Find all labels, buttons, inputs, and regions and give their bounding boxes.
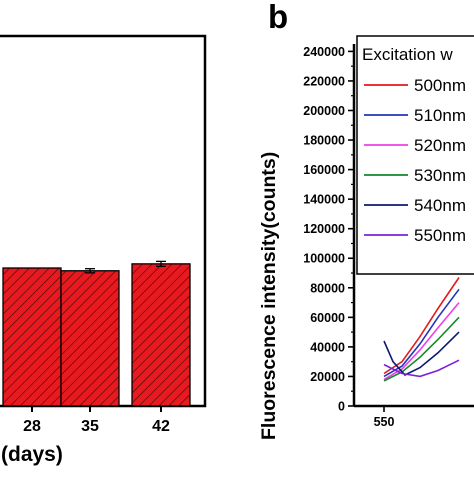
y-tick-label-240000: 240000 bbox=[303, 45, 345, 59]
series-line-530nm bbox=[383, 316, 460, 382]
series-line-510nm bbox=[383, 288, 460, 378]
y-tick-label-100000: 100000 bbox=[303, 252, 345, 266]
panel-b-label: b bbox=[268, 0, 288, 35]
bar-28 bbox=[2, 267, 62, 407]
y-tick-label-0: 0 bbox=[338, 400, 345, 414]
y-tick-label-40000: 40000 bbox=[310, 340, 345, 354]
y-tick-label-20000: 20000 bbox=[310, 370, 345, 384]
y-tick-label-160000: 160000 bbox=[303, 163, 345, 177]
y-tick-label-220000: 220000 bbox=[303, 74, 345, 88]
series-line-500nm bbox=[383, 277, 460, 375]
legend-label-500nm: 500nm bbox=[414, 76, 466, 95]
legend-label-510nm: 510nm bbox=[414, 106, 466, 125]
x-tick-label-28: 28 bbox=[23, 418, 41, 435]
y-tick-label-140000: 140000 bbox=[303, 193, 345, 207]
y-tick-label-120000: 120000 bbox=[303, 222, 345, 236]
x-tick-label-35: 35 bbox=[81, 418, 99, 435]
bar-42 bbox=[131, 263, 191, 407]
series-line-520nm bbox=[383, 302, 460, 381]
bar-35 bbox=[60, 270, 120, 407]
y-tick-label-180000: 180000 bbox=[303, 134, 345, 148]
legend-label-550nm: 550nm bbox=[414, 226, 466, 245]
series-line-540nm bbox=[383, 331, 460, 376]
y-tick-label-200000: 200000 bbox=[303, 104, 345, 118]
panel-b-series bbox=[383, 277, 460, 382]
x-tick-label-42: 42 bbox=[152, 418, 170, 435]
legend-label-540nm: 540nm bbox=[414, 196, 466, 215]
panel-a-x-ticks: 28 35 42 bbox=[23, 406, 170, 435]
panel-b-x-ticks: 550 bbox=[374, 406, 395, 429]
panel-b: b Fluorescence intensity(counts) 0 20000 4… bbox=[258, 0, 474, 440]
panel-a: 28 35 42 (days) bbox=[0, 34, 207, 466]
legend-label-530nm: 530nm bbox=[414, 166, 466, 185]
panel-b-legend: Excitation w 500nm 510nm 520nm 530nm 540nm 55… bbox=[356, 35, 474, 275]
panel-a-bars bbox=[2, 260, 191, 407]
legend-title: Excitation w bbox=[362, 45, 453, 64]
x-tick-label-550: 550 bbox=[374, 415, 395, 429]
legend-label-520nm: 520nm bbox=[414, 136, 466, 155]
series-line-550nm bbox=[383, 359, 460, 378]
panel-b-y-ticks: 0 20000 40000 60000 80000 100000 120000 140000 1… bbox=[303, 45, 354, 414]
y-tick-label-60000: 60000 bbox=[310, 311, 345, 325]
panel-a-x-axis-label: (days) bbox=[1, 443, 63, 466]
y-tick-label-80000: 80000 bbox=[310, 281, 345, 295]
panel-b-y-axis-label: Fluorescence intensity(counts) bbox=[258, 152, 280, 440]
